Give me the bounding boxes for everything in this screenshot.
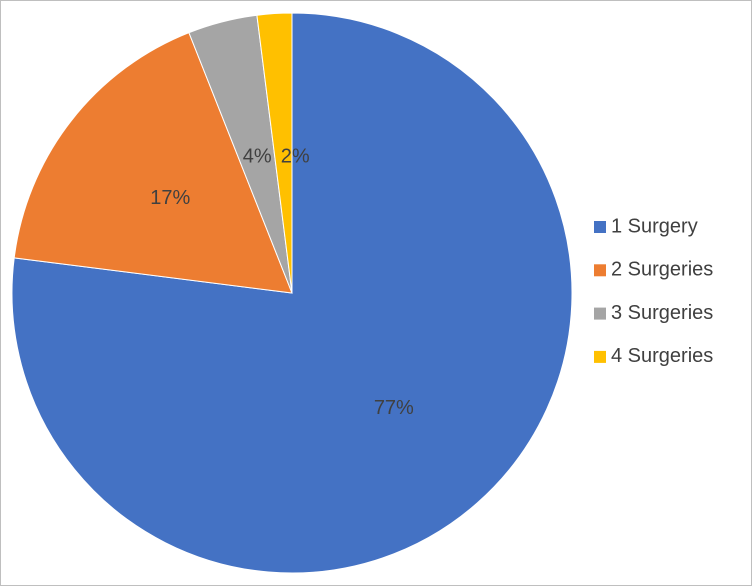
data-label: 4% <box>243 146 272 168</box>
legend-label: 3 Surgeries <box>611 302 713 324</box>
data-label: 17% <box>150 187 190 209</box>
legend-label: 1 Surgery <box>611 215 698 237</box>
legend-label: 4 Surgeries <box>611 345 713 367</box>
legend-swatch <box>594 350 606 363</box>
data-label: 77% <box>374 397 414 419</box>
legend-swatch <box>594 307 606 320</box>
pie-slice <box>13 32 293 294</box>
legend-swatch <box>594 221 606 233</box>
pie-slice <box>256 12 293 294</box>
legend-swatch <box>594 264 606 277</box>
legend-label: 2 Surgeries <box>611 259 713 281</box>
data-label: 2% <box>281 146 310 168</box>
